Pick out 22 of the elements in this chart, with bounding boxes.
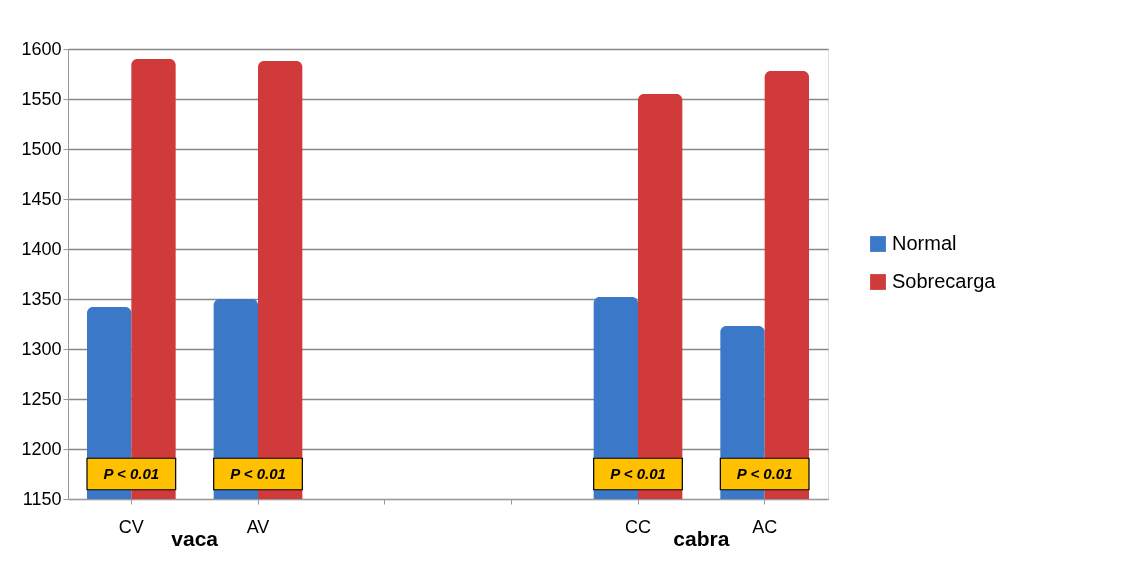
annotation: P < 0.01 [610,465,666,482]
y-tick-label: 1600 [21,38,62,59]
y-tick-label: 1250 [21,388,62,409]
y-tick-label: 1300 [21,338,62,359]
annotation: P < 0.01 [736,465,793,482]
legend-label: Normal [892,232,957,254]
y-tick-label: 1350 [21,288,62,309]
annotation: P < 0.01 [230,465,286,482]
x-tick-label: AC [752,516,778,537]
x-tick-label: AV [246,516,270,537]
text: vaca [171,527,219,550]
y-tick-label: 1450 [21,188,62,209]
y-tick-label: 1200 [21,438,62,459]
annotation: P < 0.01 [103,465,160,482]
x-tick-label: CV [118,516,144,537]
legend-label: Sobrecarga [892,270,997,292]
x-tick-label: CC [625,516,651,537]
y-tick-label: 1150 [22,488,62,509]
y-tick-label: 1500 [21,138,62,159]
text: cabra [673,527,730,550]
y-tick-label: 1550 [21,88,62,109]
y-tick-label: 1400 [21,238,62,259]
